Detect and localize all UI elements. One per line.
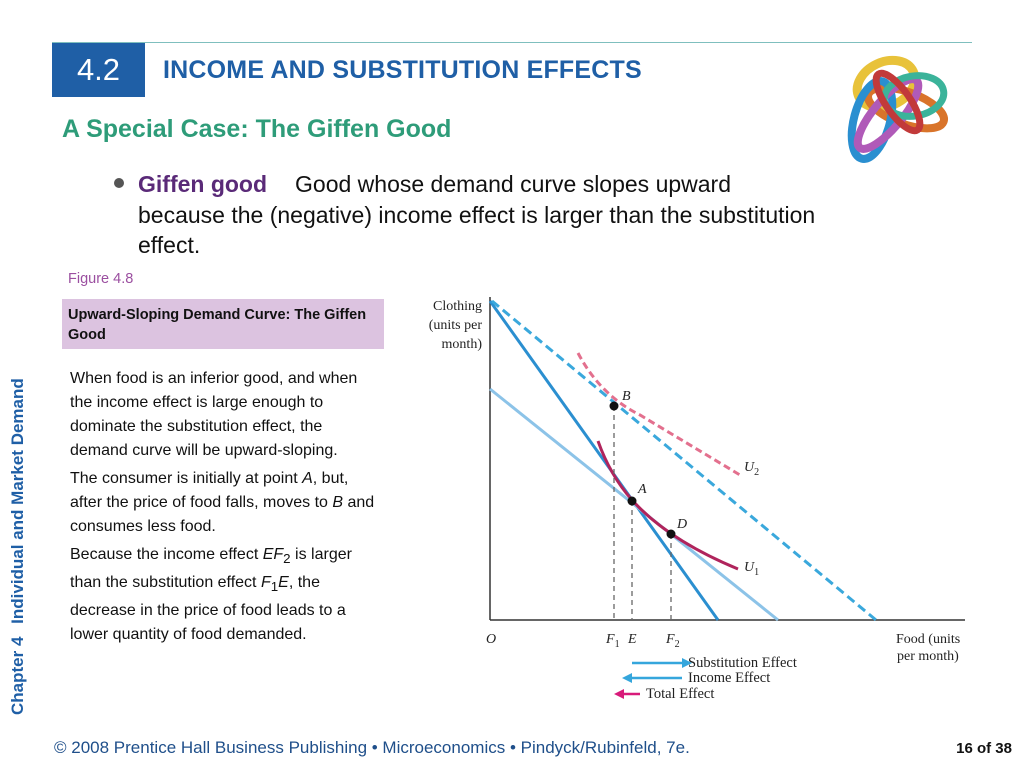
x-axis-label-line2: per month) — [897, 649, 959, 664]
legend-substitution-effect: Substitution Effect — [632, 655, 797, 671]
desc3-text-a: Because the income effect — [70, 546, 263, 563]
indifference-curve-u2 — [576, 352, 741, 477]
section-number: 4.2 — [76, 52, 121, 87]
section-number-badge: 4.2 — [52, 43, 145, 97]
desc2-text-b: , but, after the price of food falls, mo… — [70, 470, 349, 511]
desc-paragraph-1: When food is an inferior good, and when … — [70, 370, 358, 459]
desc2-text-c: and consumes less food. — [70, 494, 375, 535]
term-giffen-good: Giffen good — [138, 171, 268, 197]
y-axis-label-line1: Clothing — [433, 299, 482, 314]
desc2-point-a: A — [302, 470, 313, 487]
desc3-sub1: 1 — [270, 579, 279, 595]
bullet-definition: Giffen good Good whose demand curve slope… — [138, 169, 818, 261]
slide-title: INCOME AND SUBSTITUTION EFFECTS — [163, 56, 642, 84]
figure-number: Figure 4.8 — [68, 271, 134, 287]
x-axis-label-line1: Food (units — [896, 632, 960, 647]
rings-logo-icon — [847, 55, 948, 163]
figure-caption: Upward-Sloping Demand Curve: The Giffen … — [62, 299, 384, 349]
desc-paragraph-2: The consumer is initially at point A, bu… — [70, 467, 380, 539]
origin-label: O — [486, 632, 496, 647]
desc3-text-c: , the decrease in the price of food lead… — [70, 574, 346, 644]
chapter-side-label: Chapter 4 Individual and Market Demand — [8, 378, 28, 715]
desc-paragraph-3: Because the income effect EF2 is larger … — [70, 543, 380, 647]
chapter-title: Individual and Market Demand — [8, 378, 27, 624]
y-axis-label-line3: month) — [442, 337, 483, 352]
legend-total-label: Total Effect — [646, 686, 714, 702]
legend-substitution-label: Substitution Effect — [688, 655, 797, 671]
desc3-sub2: 2 — [283, 551, 291, 567]
legend-total-effect: Total Effect — [614, 686, 714, 702]
point-d-label: D — [676, 517, 687, 532]
header-rule — [52, 42, 972, 43]
chapter-number: Chapter 4 — [8, 636, 27, 715]
bullet-dot — [114, 178, 124, 188]
point-b-label: B — [622, 389, 631, 404]
legend-income-effect: Income Effect — [622, 670, 770, 686]
footer-text: © 2008 Prentice Hall Business Publishing… — [54, 738, 690, 757]
desc3-ef: EF — [262, 546, 284, 563]
point-a-marker — [627, 496, 637, 506]
x-tick-f2: F2 — [665, 632, 680, 650]
legend-income-label: Income Effect — [688, 670, 770, 686]
curve-u1-label: U1 — [744, 560, 759, 578]
figure-description: When food is an inferior good, and when … — [70, 367, 380, 651]
desc2-point-b: B — [332, 494, 344, 511]
budget-line-original — [488, 300, 720, 621]
x-tick-f1: F1 — [605, 632, 620, 650]
point-a-label: A — [637, 482, 647, 497]
desc3-f: F — [260, 574, 271, 592]
page-number: 16 of 38 — [956, 740, 1012, 757]
slide-subtitle: A Special Case: The Giffen Good — [62, 115, 452, 143]
desc3-e: E — [278, 574, 289, 592]
x-tick-e: E — [627, 632, 637, 647]
giffen-good-graph: Clothing (units per month) O Food (units… — [429, 297, 965, 702]
y-axis-label-line2: (units per — [429, 318, 483, 333]
curve-u2-label: U2 — [744, 460, 759, 478]
point-b-marker — [609, 401, 619, 411]
definition-text: Good whose demand curve slopes upward be… — [138, 171, 816, 258]
desc3-text-b: is larger than the substitution effect — [70, 546, 352, 592]
desc2-text-a: The consumer is initially at point — [70, 470, 303, 487]
point-d-marker — [666, 529, 676, 539]
